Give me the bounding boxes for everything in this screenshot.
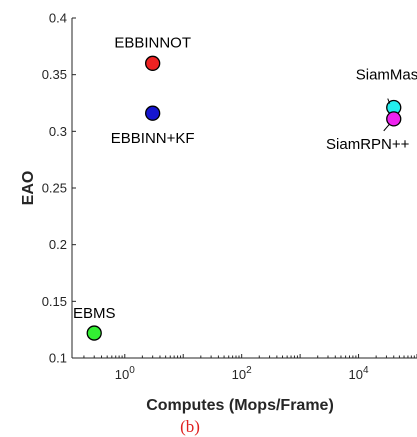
x-tick-label: 104 <box>349 365 369 382</box>
label-leader-line <box>383 123 391 132</box>
data-points: EBBINNOT EBBINN+KF EBMS SiamMask SiamRPN++ <box>73 34 417 341</box>
x-tick-base: 10 <box>232 367 246 382</box>
point-label-ebbinnot: EBBINNOT <box>114 34 191 51</box>
label-leader-line <box>387 98 391 104</box>
x-tick-label: 100 <box>115 365 135 382</box>
x-tick-base: 10 <box>115 367 129 382</box>
x-axis-ticks: 100 102 104 <box>83 354 417 382</box>
point-siamrpn <box>386 111 402 127</box>
point-label-siamrpn: SiamRPN++ <box>326 136 410 153</box>
point-ebms <box>86 325 102 341</box>
y-tick-label: 0.2 <box>49 237 67 252</box>
figure-caption: (b) <box>180 417 200 436</box>
x-axis-title: Computes (Mops/Frame) <box>146 397 334 414</box>
point-label-ebbinn-kf: EBBINN+KF <box>111 130 195 147</box>
y-axis-title: EAO <box>20 171 37 206</box>
x-tick-label: 102 <box>232 365 252 382</box>
x-tick-base: 10 <box>349 367 363 382</box>
y-tick-label: 0.35 <box>42 67 67 82</box>
point-label-siammask: SiamMask <box>356 67 417 84</box>
x-tick-exponent: 4 <box>363 365 369 376</box>
point-ebbinn-kf <box>145 105 161 121</box>
point-label-ebms: EBMS <box>73 305 116 322</box>
point-ebbinnot <box>145 55 161 71</box>
y-tick-label: 0.3 <box>49 124 67 139</box>
y-tick-label: 0.1 <box>49 351 67 366</box>
y-tick-label: 0.15 <box>42 294 67 309</box>
y-tick-label: 0.4 <box>49 11 67 26</box>
x-tick-exponent: 2 <box>246 365 252 376</box>
y-tick-label: 0.25 <box>42 181 67 196</box>
x-tick-exponent: 0 <box>129 365 135 376</box>
y-axis-ticks: 0.1 0.15 0.2 0.25 0.3 0.35 0.4 <box>42 11 76 366</box>
